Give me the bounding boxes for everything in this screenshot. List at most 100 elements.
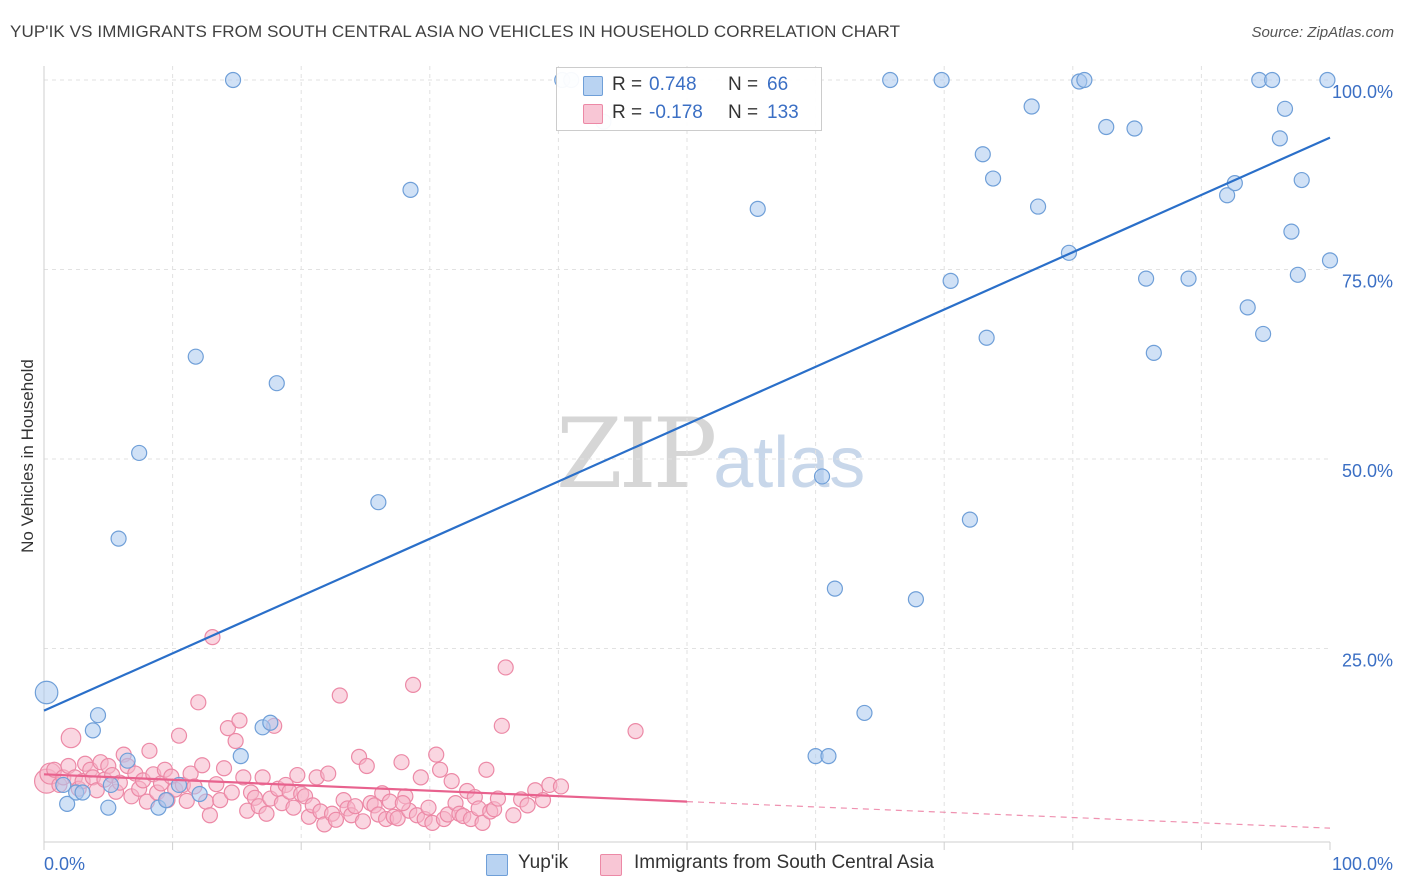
yupik-point [1321, 252, 1339, 269]
trend-lines [43, 136, 1331, 829]
yupik-point [882, 71, 899, 89]
yupik-point [1289, 266, 1306, 283]
bottom-legend-immigrants: Immigrants from South Central Asia [600, 852, 1000, 878]
immigrants-point [412, 769, 429, 786]
legend-r-value: 0.748 [649, 74, 697, 95]
series-yupik-points [34, 71, 1339, 816]
immigrants-point [201, 807, 218, 824]
immigrants-point [212, 791, 229, 809]
immigrants-point [393, 754, 410, 771]
yupik-point [1145, 344, 1162, 361]
immigrants-point [394, 795, 411, 812]
y-tick-label: 50.0% [1342, 461, 1393, 481]
yupik-point [1283, 223, 1300, 240]
x-tick-label: 0.0% [44, 854, 85, 874]
immigrants-point [194, 757, 211, 774]
bottom-legend-swatch-blue [486, 854, 508, 876]
legend-row-yupik: R = 0.748 N = 66 [557, 73, 821, 99]
legend-r-label: R = [612, 74, 643, 95]
yupik-point [1239, 299, 1256, 316]
immigrants-trend-line [43, 773, 688, 803]
yupik-point [942, 272, 959, 289]
legend-n-label: N = [728, 74, 759, 95]
immigrants-point [190, 694, 207, 711]
tick-labels: 25.0% 50.0% 75.0% 100.0% 0.0% 100.0% [44, 82, 1393, 874]
yupik-point [1319, 71, 1336, 89]
immigrants-point [254, 769, 271, 786]
immigrants-point [285, 799, 302, 816]
immigrants-point [474, 814, 491, 831]
yupik-point [1271, 130, 1288, 147]
chart-source: Source: ZipAtlas.com [1251, 24, 1394, 41]
immigrants-point [519, 797, 536, 814]
immigrants-point [389, 810, 406, 827]
yupik-point [1293, 171, 1310, 189]
legend-n-value: 66 [767, 74, 789, 95]
yupik-point [984, 170, 1002, 187]
immigrants-point [208, 776, 225, 793]
yupik-point [191, 785, 208, 803]
yupik-point [89, 707, 107, 724]
immigrants-point [60, 727, 82, 749]
legend-n-label: N = [728, 102, 759, 123]
legend-swatch-blue [583, 76, 603, 96]
yupik-point [1180, 270, 1197, 287]
yupik-point [1264, 71, 1281, 89]
yupik-point [262, 714, 279, 731]
yupik-point [1255, 325, 1272, 343]
yupik-point [102, 776, 119, 794]
bottom-legend-yupik: Yup'ik [486, 852, 606, 878]
yupik-point [34, 680, 59, 705]
yupik-point [74, 784, 91, 801]
y-tick-label: 75.0% [1342, 272, 1393, 292]
yupik-point [1076, 71, 1093, 89]
yupik-point [826, 580, 843, 597]
yupik-trend-line [43, 136, 1331, 712]
yupik-point [907, 591, 925, 608]
yupik-point [974, 146, 991, 163]
immigrants-point [478, 761, 495, 778]
immigrants-point [497, 659, 514, 676]
yupik-point [1029, 198, 1047, 215]
x-tick-label: 100.0% [1332, 854, 1393, 874]
yupik-point [119, 752, 136, 769]
legend-r-label: R = [612, 102, 643, 123]
yupik-point [813, 468, 831, 485]
immigrants-point [493, 717, 510, 734]
legend-swatch-pink [583, 104, 603, 124]
yupik-point [933, 71, 950, 89]
yupik-point [1126, 120, 1143, 137]
immigrants-point [404, 676, 422, 693]
yupik-point [232, 748, 249, 765]
immigrants-point [327, 811, 345, 828]
immigrants-point [552, 778, 570, 795]
immigrants-point [215, 760, 233, 777]
yupik-point [100, 799, 117, 816]
immigrants-point [231, 712, 248, 729]
immigrants-point [505, 807, 522, 824]
immigrants-point [289, 766, 306, 784]
legend-row-immigrants: R = -0.178 N = 133 [557, 101, 821, 127]
immigrants-point [235, 769, 252, 786]
immigrants-point [178, 792, 195, 809]
immigrants-point [223, 784, 240, 801]
bottom-legend-label-yupik: Yup'ik [518, 852, 569, 873]
yupik-point [978, 329, 995, 346]
immigrants-point [627, 723, 644, 740]
bottom-legend-swatch-pink [600, 854, 622, 876]
yupik-point [1098, 118, 1115, 136]
chart-title: YUP'IK VS IMMIGRANTS FROM SOUTH CENTRAL … [10, 22, 901, 41]
series-immigrants-points [33, 629, 644, 833]
yupik-point [1138, 270, 1155, 287]
yupik-point [749, 200, 766, 217]
yupik-point [187, 348, 204, 365]
yupik-point [820, 748, 837, 765]
immigrants-point [347, 798, 364, 815]
immigrants-point [170, 727, 188, 744]
y-tick-label: 25.0% [1342, 651, 1393, 671]
yupik-point [224, 71, 242, 89]
axes [43, 66, 1331, 850]
yupik-point [1219, 187, 1236, 204]
immigrants-point [227, 732, 244, 750]
